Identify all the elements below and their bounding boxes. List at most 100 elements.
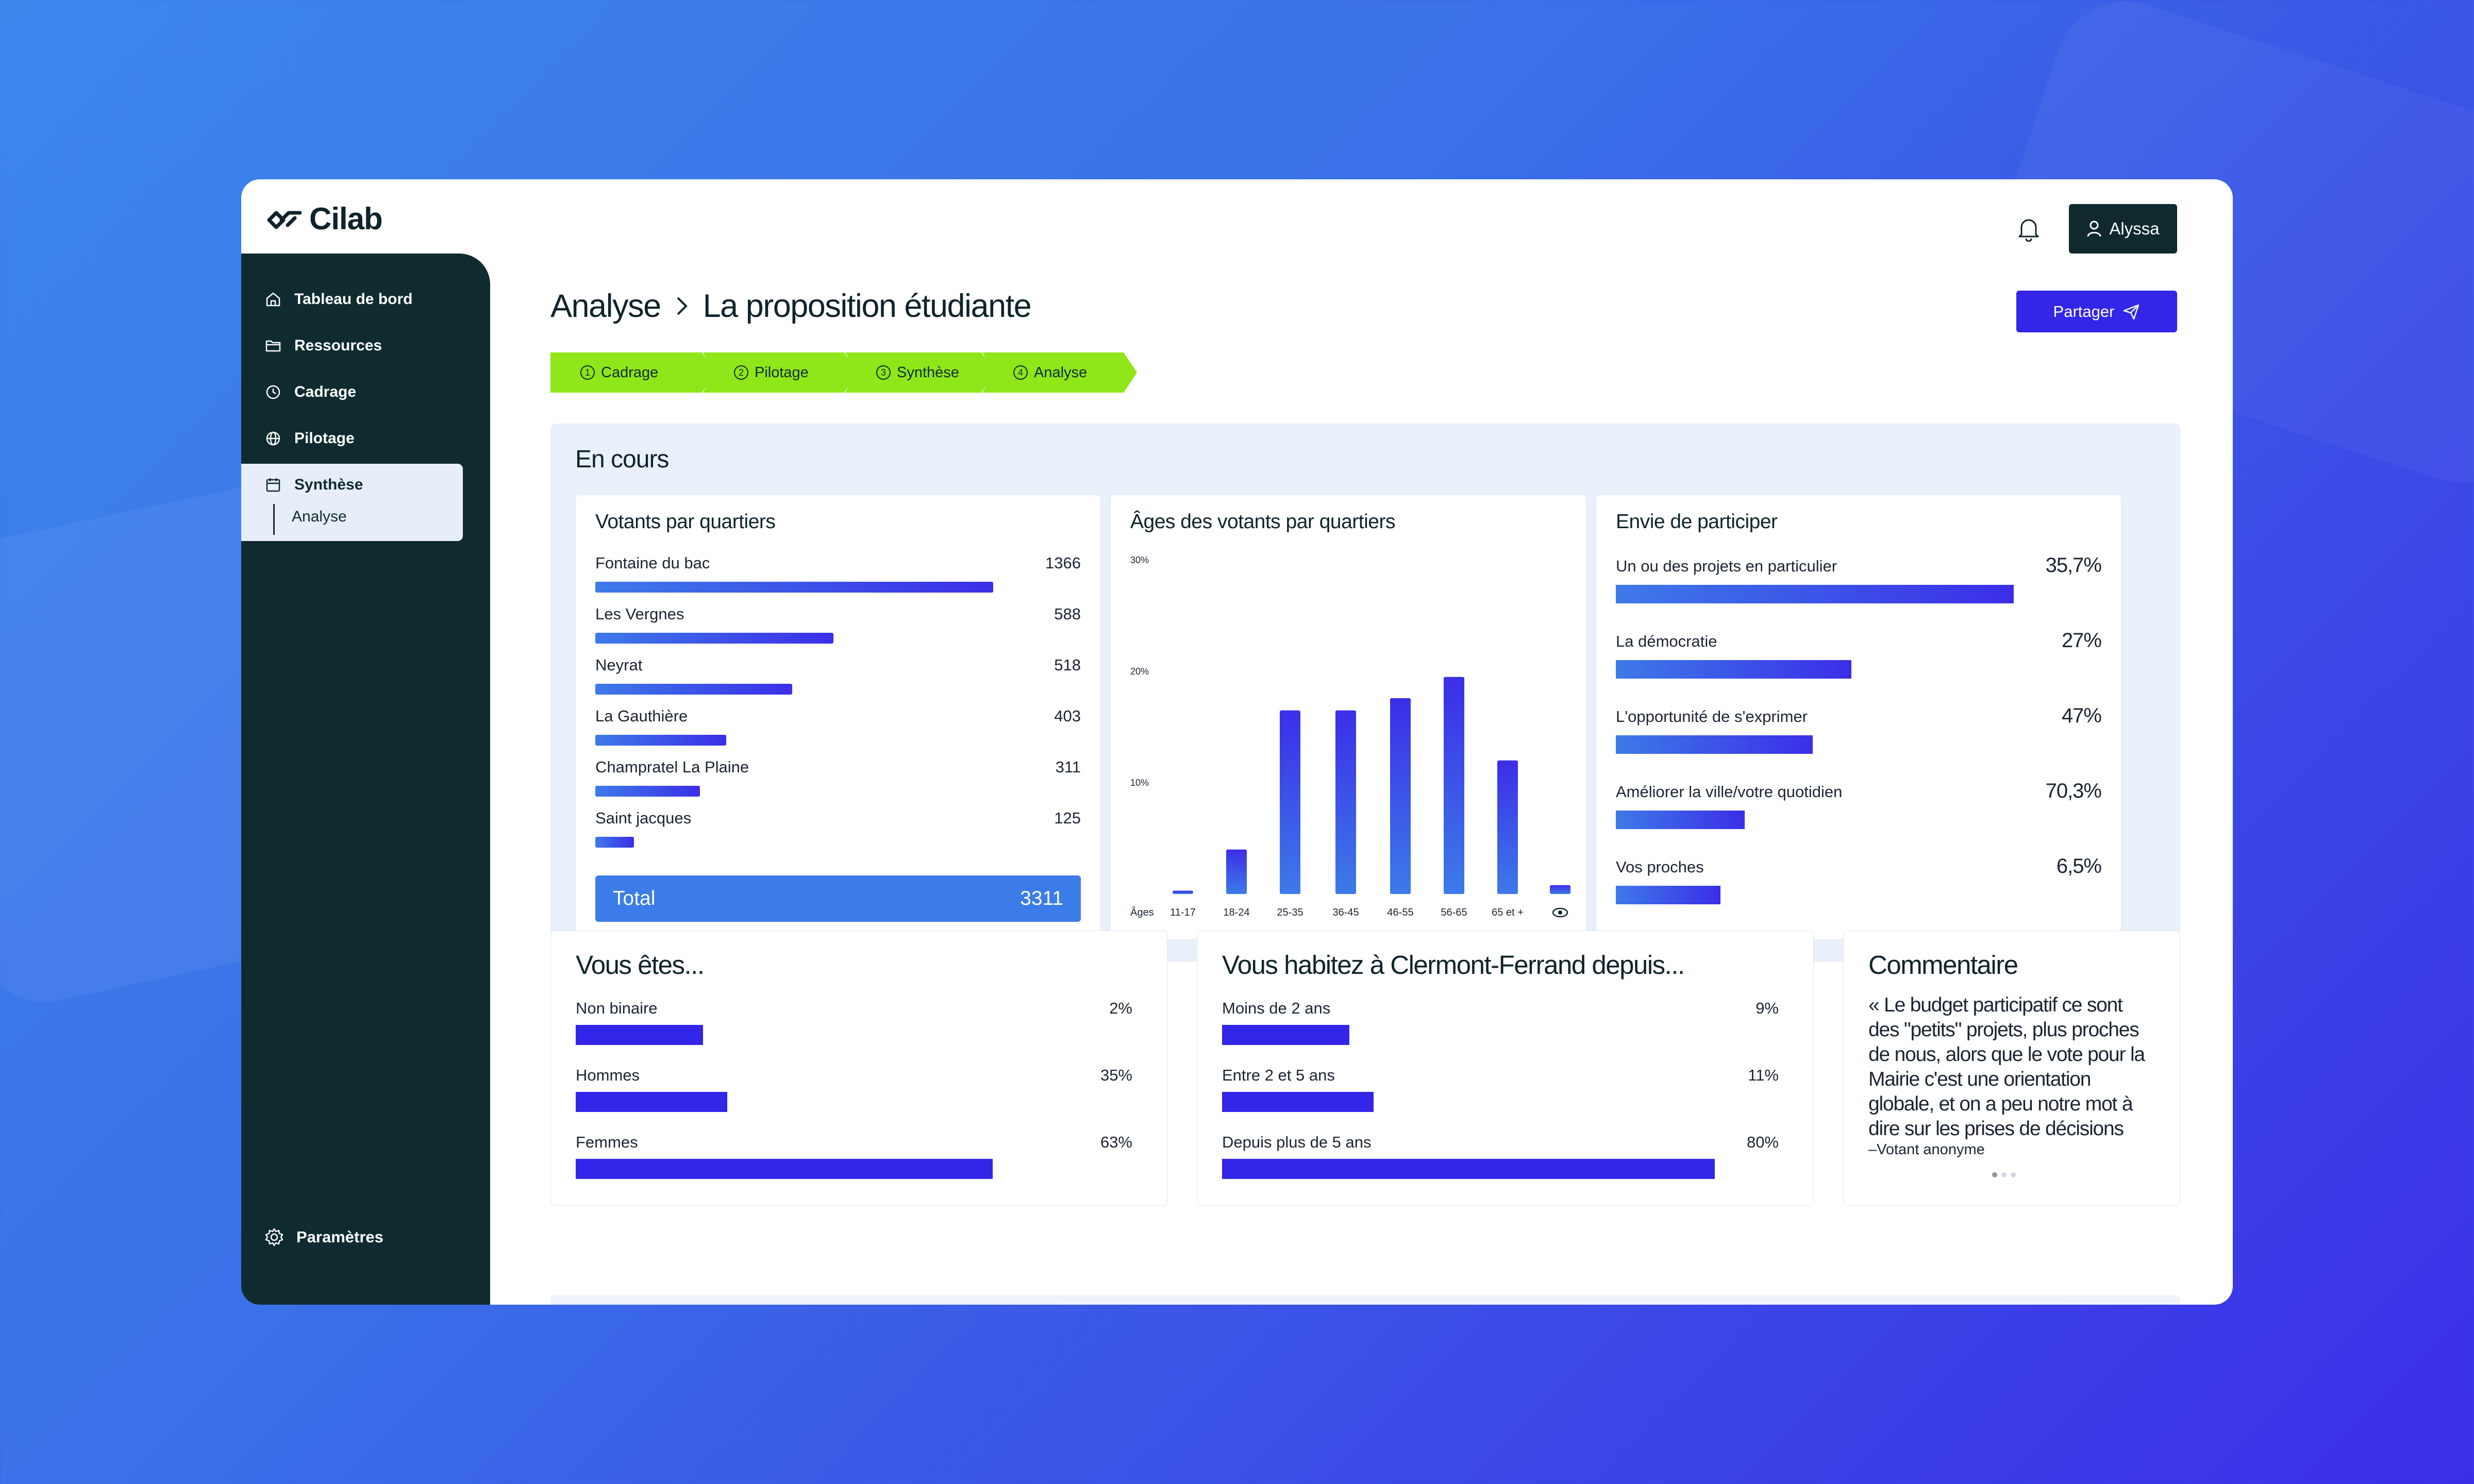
card-title: Envie de participer bbox=[1616, 511, 1778, 533]
folder-icon bbox=[265, 340, 281, 352]
row-label: Hommes bbox=[576, 1066, 640, 1084]
step-cadrage[interactable]: 1 Cadrage bbox=[550, 352, 715, 393]
sidebar-item-label: Tableau de bord bbox=[294, 291, 413, 308]
eye-icon[interactable] bbox=[1552, 907, 1568, 918]
row-label: La démocratie bbox=[1616, 632, 1717, 650]
ages-bar-chart: 10% 20% 30% Âges 11-17 18-24 25-35 36-45 46-55 56… bbox=[1130, 555, 1570, 918]
row-value: 311 bbox=[1055, 758, 1081, 776]
ages-chart-card: Âges des votants par quartiers 10% 20% 30%… bbox=[1110, 495, 1586, 940]
user-name: Alyssa bbox=[2109, 219, 2160, 238]
sidebar-item-ressources[interactable]: Ressources bbox=[264, 337, 382, 355]
row-value: 63% bbox=[1100, 1133, 1132, 1151]
x-tick-label: 56-65 bbox=[1441, 907, 1467, 918]
carousel-dot[interactable] bbox=[2001, 1172, 2007, 1177]
row-label: Entre 2 et 5 ans bbox=[1222, 1066, 1335, 1084]
share-button[interactable]: Partager bbox=[2016, 291, 2177, 332]
chart-bar bbox=[1226, 849, 1247, 894]
row-label: Les Vergnes bbox=[595, 605, 684, 623]
chart-bar bbox=[1335, 710, 1356, 894]
row-value: 588 bbox=[1054, 605, 1081, 623]
row-bar bbox=[1616, 585, 2014, 603]
row-label: Non binaire bbox=[576, 999, 658, 1017]
next-section-edge bbox=[550, 1295, 2180, 1305]
step-synthese[interactable]: 3 Synthèse bbox=[845, 352, 995, 393]
cilab-logo-icon bbox=[267, 211, 302, 229]
row-value: 70,3% bbox=[2045, 780, 2102, 802]
row-bar bbox=[595, 786, 700, 797]
sidebar-item-label: Pilotage bbox=[294, 430, 355, 447]
total-value: 3311 bbox=[1020, 887, 1063, 909]
row-bar bbox=[1222, 1025, 1350, 1045]
comment-text: « Le budget participatif ce sont des "pe… bbox=[1868, 994, 2145, 1140]
row-bar bbox=[595, 735, 727, 746]
breadcrumb: Analyse La proposition étudiante bbox=[550, 288, 1032, 325]
step-number: 2 bbox=[734, 365, 748, 380]
chart-bar bbox=[1390, 698, 1411, 894]
row-bar bbox=[595, 684, 792, 695]
row-value: 47% bbox=[2061, 704, 2102, 727]
row-value: 2% bbox=[1109, 999, 1132, 1017]
votants-card: Votants par quartiers Fontaine du bac 136… bbox=[575, 495, 1101, 940]
row-label: Neyrat bbox=[595, 656, 643, 674]
user-menu-button[interactable]: Alyssa bbox=[2069, 204, 2177, 254]
sidebar-subitem-analyse[interactable]: Analyse bbox=[292, 508, 347, 525]
envie-card: Envie de participer Un ou des projets en… bbox=[1596, 495, 2121, 940]
sub-item-indicator bbox=[273, 504, 275, 535]
row-label: Améliorer la ville/votre quotidien bbox=[1616, 783, 1843, 801]
carousel-dot[interactable] bbox=[2011, 1172, 2016, 1177]
sidebar-item-cadrage[interactable]: Cadrage bbox=[264, 383, 356, 401]
row-value: 518 bbox=[1054, 656, 1081, 674]
total-label: Total bbox=[613, 887, 656, 909]
y-tick-label: 30% bbox=[1130, 555, 1149, 565]
chart-bar bbox=[1550, 885, 1570, 894]
row-value: 9% bbox=[1756, 999, 1779, 1017]
app-name: Cilab bbox=[309, 201, 383, 236]
carousel-dots bbox=[1992, 1172, 2016, 1177]
chart-bar bbox=[1280, 710, 1300, 894]
row-label: Depuis plus de 5 ans bbox=[1222, 1133, 1372, 1151]
app-window: Cilab Alyssa Tableau de bord Ressources … bbox=[241, 179, 2233, 1305]
home-icon bbox=[266, 292, 280, 307]
notification-bell-icon[interactable] bbox=[2013, 213, 2044, 244]
sidebar-item-tableau-de-bord[interactable]: Tableau de bord bbox=[264, 291, 412, 308]
row-bar bbox=[1222, 1092, 1374, 1112]
card-title: Vous êtes... bbox=[576, 950, 705, 980]
habitez-card: Vous habitez à Clermont-Ferrand depuis..… bbox=[1197, 931, 1814, 1206]
step-number: 4 bbox=[1013, 365, 1028, 380]
gear-icon bbox=[265, 1228, 283, 1246]
chart-bar bbox=[1444, 677, 1464, 894]
chart-bar bbox=[1497, 760, 1518, 894]
row-value: 1366 bbox=[1045, 554, 1081, 572]
row-label: Saint jacques bbox=[595, 809, 692, 827]
x-tick-label: 36-45 bbox=[1332, 907, 1359, 918]
step-pilotage[interactable]: 2 Pilotage bbox=[703, 352, 858, 393]
share-label: Partager bbox=[2053, 302, 2115, 321]
card-title: Vous habitez à Clermont-Ferrand depuis..… bbox=[1222, 950, 1685, 980]
row-value: 27% bbox=[2061, 629, 2102, 652]
sidebar-item-label: Cadrage bbox=[294, 383, 357, 400]
chart-bar bbox=[1173, 890, 1193, 894]
logo[interactable]: Cilab bbox=[266, 201, 383, 237]
sidebar-item-synthese-label[interactable]: Synthèse bbox=[264, 476, 363, 494]
en-cours-panel: En cours Votants par quartiers Fontaine … bbox=[550, 424, 2180, 962]
section-title: En cours bbox=[575, 446, 669, 473]
step-analyse[interactable]: 4 Analyse bbox=[982, 352, 1137, 393]
sidebar-item-synthese[interactable]: Synthèse Analyse bbox=[241, 464, 463, 541]
row-bar bbox=[1616, 811, 1745, 829]
row-label: Femmes bbox=[576, 1133, 638, 1151]
send-icon bbox=[2124, 304, 2139, 319]
x-tick-label: 46-55 bbox=[1387, 907, 1413, 918]
card-title: Votants par quartiers bbox=[595, 511, 776, 533]
row-label: L'opportunité de s'exprimer bbox=[1616, 707, 1808, 726]
row-value: 6,5% bbox=[2056, 855, 2102, 878]
sidebar-item-parametres[interactable]: Paramètres bbox=[264, 1227, 383, 1247]
row-label: La Gauthière bbox=[595, 707, 688, 725]
row-label: Vos proches bbox=[1616, 858, 1704, 876]
row-bar bbox=[576, 1159, 993, 1179]
step-label: Synthèse bbox=[897, 364, 959, 381]
sidebar-item-label: Synthèse bbox=[294, 476, 363, 493]
carousel-dot[interactable] bbox=[1992, 1172, 1997, 1177]
user-icon bbox=[2087, 221, 2101, 237]
sidebar-item-pilotage[interactable]: Pilotage bbox=[264, 430, 355, 447]
breadcrumb-root[interactable]: Analyse bbox=[550, 288, 661, 324]
